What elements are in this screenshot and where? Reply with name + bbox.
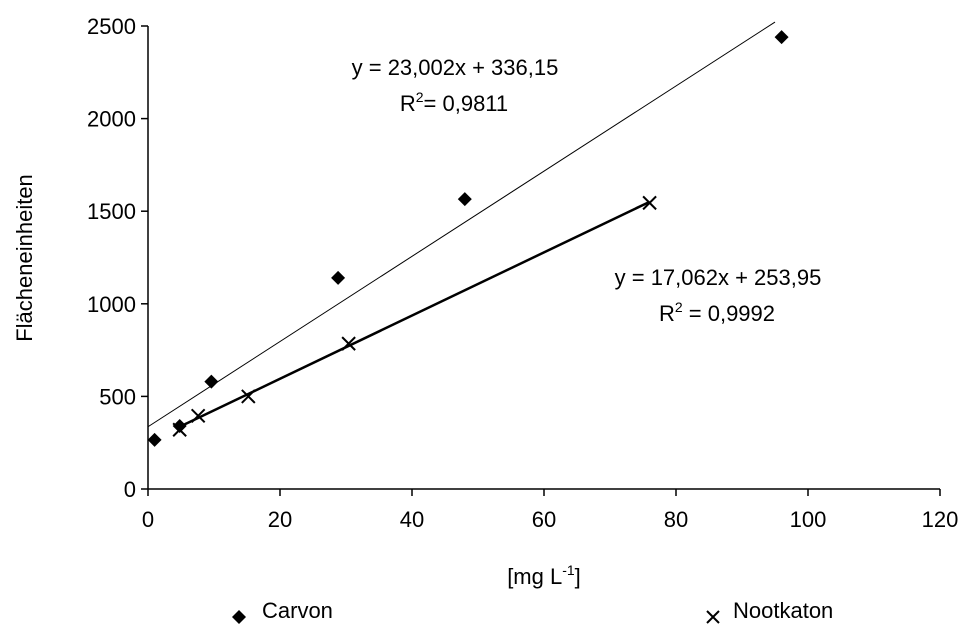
x-tick-label: 20 xyxy=(268,507,292,532)
x-tick-label: 120 xyxy=(922,507,959,532)
nootkaton-point xyxy=(172,422,187,437)
y-axis-title: Flächeneinheiten xyxy=(12,174,37,342)
trendlines xyxy=(147,21,776,428)
carvon-r2: R2= 0,9811 xyxy=(400,89,508,116)
y-tick-label: 1500 xyxy=(87,199,136,224)
markers xyxy=(147,30,789,447)
nootkaton-point xyxy=(642,195,657,211)
nootkaton-trendline xyxy=(179,200,651,428)
y-tick-label: 500 xyxy=(99,384,136,409)
nootkaton-point xyxy=(241,389,256,404)
y-tick-label: 0 xyxy=(124,477,136,502)
carvon-point xyxy=(774,30,789,45)
carvon-equation: y = 23,002x + 336,15 xyxy=(352,55,559,80)
y-tick-label: 1000 xyxy=(87,292,136,317)
x-tick-label: 100 xyxy=(790,507,827,532)
legend-nootkaton-marker xyxy=(706,610,720,624)
x-axis-title: [mg L-1] xyxy=(507,562,581,589)
carvon-point xyxy=(204,374,219,389)
y-tick-label: 2500 xyxy=(87,14,136,39)
nootkaton-r2: R2 = 0,9992 xyxy=(659,299,775,326)
x-tick-label: 40 xyxy=(400,507,424,532)
axes: 0 20 40 60 80 100 120 0 500 1000 1500 2000 2500 xyxy=(87,14,958,532)
nootkaton-equation: y = 17,062x + 253,95 xyxy=(615,265,822,290)
x-tick-label: 0 xyxy=(142,507,154,532)
carvon-trendline xyxy=(147,21,776,428)
legend-carvon-label: Carvon xyxy=(262,598,333,623)
legend: Carvon Nootkaton xyxy=(232,598,833,624)
carvon-point xyxy=(172,419,187,434)
carvon-point xyxy=(147,432,162,447)
x-tick-label: 60 xyxy=(532,507,556,532)
carvon-point xyxy=(331,270,346,285)
legend-carvon-marker xyxy=(232,610,246,624)
x-tick-label: 80 xyxy=(664,507,688,532)
legend-nootkaton-label: Nootkaton xyxy=(733,598,833,623)
nootkaton-point xyxy=(190,408,206,424)
y-tick-label: 2000 xyxy=(87,107,136,132)
nootkaton-point xyxy=(341,336,356,351)
carvon-point xyxy=(457,192,472,207)
